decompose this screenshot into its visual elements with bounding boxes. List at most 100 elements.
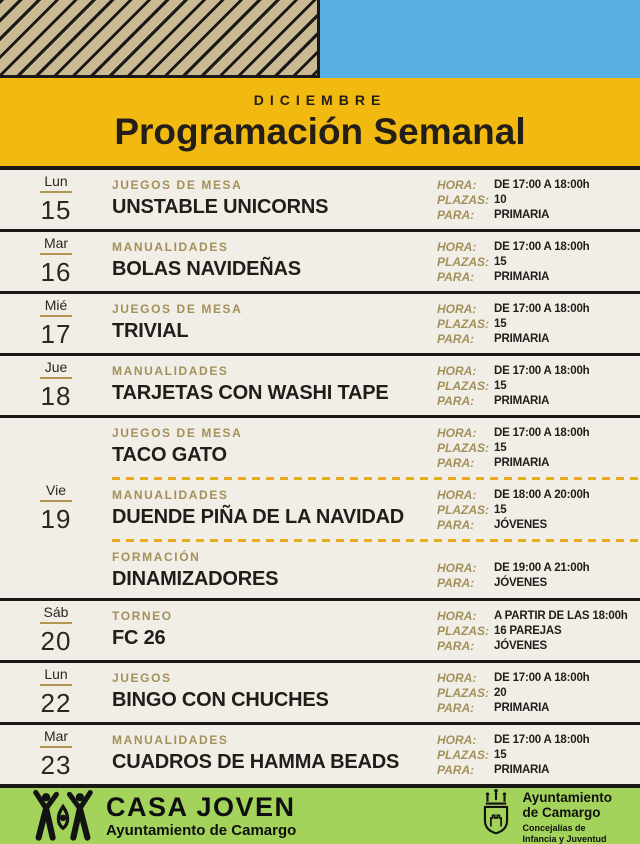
para-label: PARA:	[437, 576, 494, 591]
council-name-line1: Ayuntamiento	[522, 790, 612, 805]
poster: DICIEMBRE Programación Semanal Lun 15 JU…	[0, 0, 640, 800]
day-name: Vie	[40, 482, 72, 502]
day-number: 22	[40, 688, 72, 719]
hora-label: HORA:	[437, 671, 494, 686]
event-title: BOLAS NAVIDEÑAS	[112, 256, 437, 282]
para-label: PARA:	[437, 394, 494, 409]
plazas-label: PLAZAS:	[437, 317, 494, 332]
event-title: DINAMIZADORES	[112, 566, 437, 592]
event-category: MANUALIDADES	[112, 361, 437, 378]
hora-label: HORA:	[437, 364, 494, 379]
day-cell: Lun 22	[0, 663, 112, 722]
plazas-label: PLAZAS:	[437, 193, 494, 208]
event: MANUALIDADES BOLAS NAVIDEÑAS HORA:DE 17:…	[112, 232, 640, 291]
para-label: PARA:	[437, 639, 494, 654]
day-cell: Mar 16	[0, 232, 112, 291]
event-title: TARJETAS CON WASHI TAPE	[112, 380, 437, 406]
para-label: PARA:	[437, 763, 494, 778]
event: JUEGOS DE MESA UNSTABLE UNICORNS HORA:DE…	[112, 170, 640, 229]
schedule-row-lun-15: Lun 15 JUEGOS DE MESA UNSTABLE UNICORNS …	[0, 170, 640, 232]
event-category: FORMACIÓN	[112, 547, 437, 564]
schedule-row-lun-22: Lun 22 JUEGOS BINGO CON CHUCHES HORA:DE …	[0, 663, 640, 725]
event: MANUALIDADES CUADROS DE HAMMA BEADS HORA…	[112, 725, 640, 784]
hora-value: DE 18:00 A 20:00h	[494, 488, 589, 503]
para-label: PARA:	[437, 208, 494, 223]
schedule-row-mar-16: Mar 16 MANUALIDADES BOLAS NAVIDEÑAS HORA…	[0, 232, 640, 294]
day-name: Lun	[40, 666, 72, 686]
para-label: PARA:	[437, 701, 494, 716]
hora-value: DE 19:00 A 21:00h	[494, 561, 589, 576]
event-title: BINGO CON CHUCHES	[112, 687, 437, 713]
event: MANUALIDADES DUENDE PIÑA DE LA NAVIDAD H…	[112, 480, 640, 539]
day-cell: Jue 18	[0, 356, 112, 415]
footer: CASA JOVEN Ayuntamiento de Camargo	[0, 788, 640, 844]
event-title: TRIVIAL	[112, 318, 437, 344]
plazas-value: 16 PAREJAS	[494, 624, 561, 639]
event-title: CUADROS DE HAMMA BEADS	[112, 749, 437, 775]
para-value: PRIMARIA	[494, 456, 549, 471]
title-banner: DICIEMBRE Programación Semanal	[0, 78, 640, 170]
plazas-value: 15	[494, 748, 506, 763]
event: JUEGOS BINGO CON CHUCHES HORA:DE 17:00 A…	[112, 663, 640, 722]
event-category: TORNEO	[112, 606, 437, 623]
casa-joven-logo: CASA JOVEN Ayuntamiento de Camargo	[32, 788, 296, 844]
council-name-line2: de Camargo	[522, 805, 612, 820]
para-value: JÓVENES	[494, 639, 547, 654]
day-number: 23	[40, 750, 72, 781]
plazas-value: 15	[494, 503, 506, 518]
schedule-row-sab-20: Sáb 20 TORNEO FC 26 HORA:A PARTIR DE LAS…	[0, 601, 640, 663]
day-name: Lun	[40, 173, 72, 193]
day-cell: Mié 17	[0, 294, 112, 353]
council-dept-line1: Concejalías de	[522, 823, 612, 834]
para-value: PRIMARIA	[494, 332, 549, 347]
schedule-row-mar-23: Mar 23 MANUALIDADES CUADROS DE HAMMA BEA…	[0, 725, 640, 788]
schedule: Lun 15 JUEGOS DE MESA UNSTABLE UNICORNS …	[0, 170, 640, 788]
day-number: 20	[40, 626, 72, 657]
day-number: 15	[40, 195, 72, 226]
event: JUEGOS DE MESA TRIVIAL HORA:DE 17:00 A 1…	[112, 294, 640, 353]
plazas-value: 15	[494, 379, 506, 394]
plazas-label: PLAZAS:	[437, 624, 494, 639]
plazas-label: PLAZAS:	[437, 441, 494, 456]
plazas-value: 15	[494, 255, 506, 270]
para-value: PRIMARIA	[494, 763, 549, 778]
plazas-value: 20	[494, 686, 506, 701]
day-number: 18	[40, 381, 72, 412]
hora-value: DE 17:00 A 18:00h	[494, 733, 589, 748]
hora-value: DE 17:00 A 18:00h	[494, 426, 589, 441]
para-value: PRIMARIA	[494, 208, 549, 223]
hora-label: HORA:	[437, 609, 494, 624]
hora-label: HORA:	[437, 302, 494, 317]
event: MANUALIDADES TARJETAS CON WASHI TAPE HOR…	[112, 356, 640, 415]
hora-value: DE 17:00 A 18:00h	[494, 302, 589, 317]
para-label: PARA:	[437, 518, 494, 533]
event-title: FC 26	[112, 625, 437, 651]
day-name: Mar	[40, 728, 72, 748]
casa-joven-name: CASA JOVEN	[106, 793, 296, 821]
schedule-row-mie-17: Mié 17 JUEGOS DE MESA TRIVIAL HORA:DE 17…	[0, 294, 640, 356]
hora-value: DE 17:00 A 18:00h	[494, 178, 589, 193]
para-label: PARA:	[437, 270, 494, 285]
plazas-label: PLAZAS:	[437, 748, 494, 763]
schedule-row-vie-19: Vie 19 JUEGOS DE MESA TACO GATO HORA:DE …	[0, 418, 640, 601]
plazas-label: PLAZAS:	[437, 686, 494, 701]
para-value: PRIMARIA	[494, 701, 549, 716]
para-label: PARA:	[437, 456, 494, 471]
event-category: JUEGOS	[112, 668, 437, 685]
para-label: PARA:	[437, 332, 494, 347]
camargo-crest-icon	[479, 788, 513, 836]
plazas-label: PLAZAS:	[437, 503, 494, 518]
plazas-value: 10	[494, 193, 506, 208]
plazas-value: 15	[494, 441, 506, 456]
day-number: 17	[40, 319, 72, 350]
hora-label: HORA:	[437, 488, 494, 503]
day-cell: Vie 19	[0, 418, 112, 598]
event-category: JUEGOS DE MESA	[112, 299, 437, 316]
hora-label: HORA:	[437, 240, 494, 255]
event: JUEGOS DE MESA TACO GATO HORA:DE 17:00 A…	[112, 418, 640, 477]
hora-value: A PARTIR DE LAS 18:00h	[494, 609, 628, 624]
event: TORNEO FC 26 HORA:A PARTIR DE LAS 18:00h…	[112, 601, 640, 660]
hora-label: HORA:	[437, 178, 494, 193]
hero-banner	[0, 0, 640, 78]
casa-joven-subtitle: Ayuntamiento de Camargo	[106, 822, 296, 839]
